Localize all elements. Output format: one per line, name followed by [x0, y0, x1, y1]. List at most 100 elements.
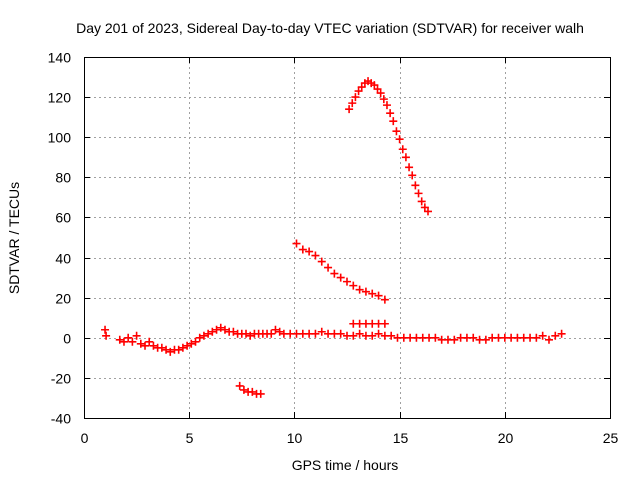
data-point — [242, 329, 251, 338]
data-point — [128, 337, 137, 346]
data-point — [386, 109, 395, 118]
x-axis-ticks: 0 5 10 15 20 25 — [81, 57, 619, 446]
data-point — [317, 257, 326, 266]
series-arc-near-zero-early — [101, 323, 284, 356]
data-point — [141, 341, 150, 350]
data-point — [355, 285, 364, 294]
series-arc-peak — [345, 77, 433, 216]
data-point — [351, 93, 360, 102]
data-point — [101, 325, 110, 334]
y-tick-label: 60 — [55, 210, 71, 226]
data-point — [275, 327, 284, 336]
x-tick-label: 20 — [498, 430, 514, 446]
grid-lines — [84, 57, 610, 418]
data-point — [149, 341, 158, 350]
y-tick-label: 80 — [55, 170, 71, 186]
data-point — [124, 333, 133, 342]
data-point — [324, 263, 333, 272]
data-point — [405, 163, 414, 172]
data-point — [357, 83, 366, 92]
data-point — [336, 329, 345, 338]
data-point — [199, 331, 208, 340]
data-point — [544, 335, 553, 344]
y-axis-label: SDTVAR / TECUs — [6, 182, 22, 294]
data-point — [469, 333, 478, 342]
data-point — [349, 331, 358, 340]
data-point — [380, 295, 389, 304]
data-point — [368, 331, 377, 340]
data-point — [239, 385, 248, 394]
data-point — [532, 333, 541, 342]
data-point — [373, 85, 382, 94]
data-point — [317, 327, 326, 336]
data-point — [311, 251, 320, 260]
y-tick-label: -20 — [51, 371, 71, 387]
data-point — [414, 189, 423, 198]
data-point — [235, 381, 244, 390]
y-tick-label: 100 — [48, 130, 72, 146]
data-point — [271, 325, 280, 334]
data-point — [216, 323, 225, 332]
data-point — [417, 197, 426, 206]
data-point — [115, 335, 124, 344]
data-point — [305, 247, 314, 256]
x-tick-label: 15 — [393, 430, 409, 446]
data-point — [191, 337, 200, 346]
series-arc-descending — [292, 239, 389, 304]
x-axis-label: GPS time / hours — [292, 457, 399, 473]
data-point — [330, 269, 339, 278]
series-arc-near-zero-mid — [279, 327, 566, 344]
data-point — [420, 203, 429, 212]
data-point — [145, 337, 154, 346]
series-arc-7-tecu — [349, 319, 389, 328]
data-point — [380, 319, 389, 328]
data-point — [392, 127, 401, 136]
data-point — [411, 181, 420, 190]
data-point — [343, 277, 351, 286]
data-point — [387, 331, 396, 340]
data-point — [136, 339, 145, 348]
series-arc-negative — [235, 381, 265, 398]
data-point — [376, 89, 385, 98]
data-point — [267, 329, 276, 338]
data-point — [119, 337, 128, 346]
data-point — [355, 329, 364, 338]
data-point — [178, 343, 187, 352]
data-point — [336, 273, 345, 282]
y-tick-label: 120 — [48, 90, 72, 106]
data-point — [298, 245, 307, 254]
data-point — [450, 335, 459, 344]
data-point — [208, 327, 217, 336]
x-tick-label: 25 — [603, 430, 619, 446]
data-point — [557, 329, 566, 338]
data-point — [361, 287, 370, 296]
data-point — [204, 329, 213, 338]
data-point — [183, 341, 192, 350]
data-point — [162, 345, 171, 354]
data-point — [424, 207, 433, 216]
data-point — [389, 117, 398, 126]
data-point — [220, 325, 229, 334]
plot-frame — [84, 57, 611, 419]
y-tick-label: 140 — [48, 50, 72, 66]
data-point — [538, 331, 547, 340]
x-tick-label: 10 — [287, 430, 303, 446]
data-point — [102, 331, 111, 340]
data-point — [370, 81, 379, 90]
data-point — [374, 329, 383, 338]
data-point — [401, 153, 410, 162]
data-point — [246, 331, 255, 340]
data-point — [256, 389, 265, 398]
data-point — [157, 343, 166, 352]
data-point — [212, 325, 221, 334]
x-tick-label: 0 — [81, 430, 89, 446]
data-point — [551, 331, 560, 340]
data-point — [379, 95, 388, 104]
x-tick-label: 5 — [186, 430, 194, 446]
data-marks — [101, 77, 566, 398]
data-point — [408, 171, 417, 180]
data-point — [395, 135, 404, 144]
data-point — [248, 387, 257, 396]
data-point — [132, 331, 141, 340]
